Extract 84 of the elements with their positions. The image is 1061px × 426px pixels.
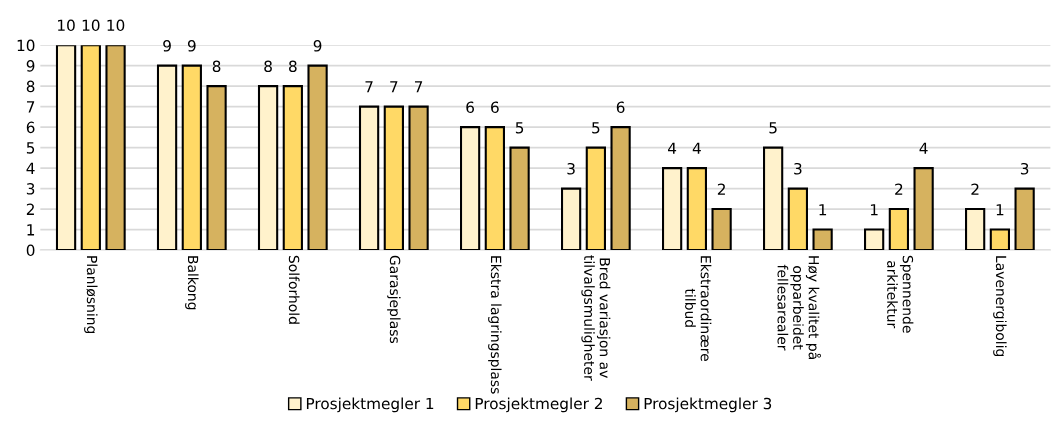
data-label: 8 bbox=[289, 60, 297, 73]
data-label: 3 bbox=[1020, 162, 1029, 175]
bar bbox=[358, 105, 380, 251]
bar bbox=[864, 228, 885, 251]
data-label: 8 bbox=[212, 60, 221, 73]
x-tick-label: Lavenergibolig bbox=[993, 256, 1007, 357]
y-tick-label: 7 bbox=[26, 101, 35, 113]
y-tick-label: 2 bbox=[26, 203, 34, 215]
data-label: 10 bbox=[107, 19, 125, 32]
data-label: 8 bbox=[264, 60, 272, 73]
bar bbox=[686, 167, 707, 251]
y-tick-label: 3 bbox=[26, 183, 35, 195]
bar bbox=[408, 105, 429, 251]
x-tick-label: Solforhold bbox=[288, 255, 300, 324]
data-label: 6 bbox=[491, 101, 499, 114]
bar bbox=[181, 64, 202, 251]
bar bbox=[459, 126, 481, 251]
data-label: 7 bbox=[414, 81, 423, 93]
x-tick-label: Høy kvalitet på opparbeidet fellesarealer bbox=[777, 256, 821, 359]
data-label: 2 bbox=[895, 183, 903, 195]
bar bbox=[585, 146, 606, 251]
bar bbox=[812, 228, 833, 251]
data-label: 10 bbox=[82, 19, 100, 32]
bar bbox=[787, 187, 808, 251]
bar bbox=[257, 85, 279, 251]
bar bbox=[307, 64, 328, 251]
y-tick-label: 6 bbox=[26, 121, 35, 134]
data-label: 5 bbox=[592, 122, 600, 134]
data-label: 6 bbox=[466, 101, 474, 114]
data-label: 1 bbox=[819, 204, 827, 216]
bar bbox=[1014, 187, 1035, 251]
data-label: 4 bbox=[692, 142, 701, 154]
data-label: 7 bbox=[365, 81, 373, 93]
x-tick-label: Bred variasjon av tilvalgsmuligheter bbox=[581, 255, 611, 381]
x-tick-label: Ekstra lagringsplass bbox=[488, 256, 502, 394]
data-label: 10 bbox=[58, 19, 75, 32]
data-label: 5 bbox=[769, 122, 777, 134]
data-label: 9 bbox=[313, 40, 322, 52]
y-tick-label: 8 bbox=[26, 80, 35, 93]
data-label: 1 bbox=[870, 204, 878, 216]
data-label: 2 bbox=[971, 183, 979, 195]
data-label: 3 bbox=[567, 162, 575, 175]
bar bbox=[711, 208, 732, 251]
y-tick-label: 0 bbox=[26, 244, 35, 257]
x-tick-label: Garasjeplass bbox=[387, 255, 401, 344]
bar bbox=[484, 126, 505, 251]
y-tick-label: 5 bbox=[26, 142, 35, 154]
bar bbox=[610, 126, 631, 251]
x-tick-label: Ekstraordinære tilbud bbox=[685, 256, 712, 361]
data-label: 4 bbox=[919, 142, 928, 154]
x-tick-label: Balkong bbox=[185, 256, 199, 310]
bar bbox=[762, 146, 784, 251]
bar bbox=[282, 85, 303, 251]
bar bbox=[156, 64, 178, 251]
bar bbox=[913, 167, 934, 251]
data-label: 5 bbox=[515, 122, 524, 134]
y-tick-label: 9 bbox=[26, 60, 35, 72]
data-label: 7 bbox=[390, 81, 398, 93]
data-label: 1 bbox=[996, 204, 1004, 216]
bar bbox=[509, 146, 530, 251]
bar bbox=[80, 45, 101, 251]
bar bbox=[105, 45, 126, 251]
bar bbox=[965, 208, 986, 251]
data-label: 9 bbox=[163, 40, 171, 52]
x-tick-label: Spennende arkitektur bbox=[887, 255, 914, 333]
x-tick-label: Planløsning bbox=[84, 256, 98, 334]
bar bbox=[383, 105, 404, 251]
bar bbox=[55, 45, 77, 251]
bar bbox=[661, 167, 683, 251]
data-label: 4 bbox=[668, 142, 677, 154]
legend-label: Prosjektmegler 2 bbox=[475, 397, 602, 413]
data-label: 3 bbox=[794, 162, 802, 175]
bar bbox=[989, 228, 1011, 251]
bar bbox=[560, 187, 582, 251]
y-tick-label: 1 bbox=[27, 224, 35, 236]
y-tick-label: 10 bbox=[17, 39, 35, 52]
legend-label: Prosjektmegler 1 bbox=[306, 397, 434, 413]
data-label: 6 bbox=[616, 101, 625, 114]
bar bbox=[888, 208, 910, 251]
bar bbox=[206, 85, 227, 251]
y-tick-label: 4 bbox=[26, 162, 35, 174]
data-label: 9 bbox=[187, 40, 196, 52]
legend-label: Prosjektmegler 3 bbox=[644, 397, 772, 413]
data-label: 2 bbox=[717, 183, 725, 195]
